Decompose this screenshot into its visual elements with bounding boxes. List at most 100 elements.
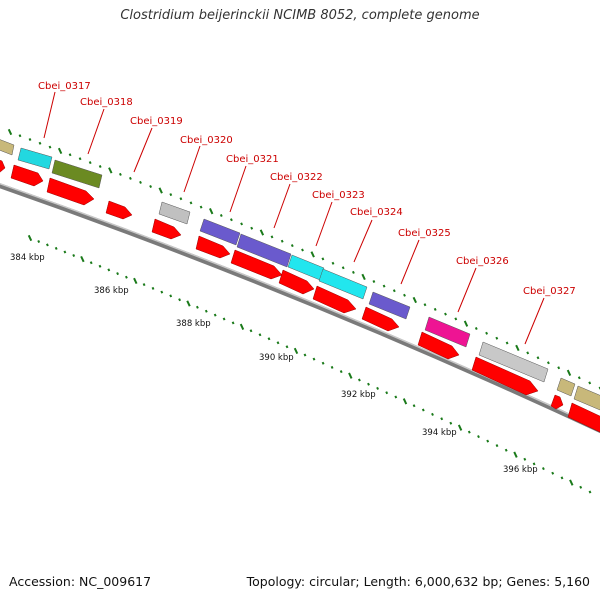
minor-tick: [526, 351, 530, 355]
minor-tick: [532, 462, 536, 466]
minor-tick: [577, 376, 581, 380]
minor-tick: [276, 341, 280, 345]
minor-tick: [557, 366, 561, 370]
major-tick: [158, 187, 163, 194]
cds-arrow: [567, 402, 600, 433]
minor-tick: [412, 404, 416, 408]
minor-tick: [45, 243, 49, 247]
minor-tick: [267, 337, 271, 341]
minor-tick: [588, 490, 592, 494]
cds-arrow: [230, 249, 283, 280]
minor-tick: [321, 361, 325, 365]
minor-tick: [160, 290, 164, 294]
gene-label: Cbei_0318: [80, 97, 133, 108]
minor-tick: [467, 430, 471, 434]
tick-row-upper: [7, 128, 600, 390]
minor-tick: [385, 391, 389, 395]
minor-tick: [280, 239, 284, 243]
minor-tick: [199, 205, 203, 209]
gene-bar: [158, 201, 191, 225]
minor-tick: [523, 457, 527, 461]
minor-tick: [485, 331, 489, 335]
cds-arrow: [417, 331, 460, 360]
gene-bars-upper: [0, 139, 600, 411]
minor-tick: [169, 193, 173, 197]
major-tick: [108, 167, 113, 174]
gene-label: Cbei_0319: [130, 116, 183, 127]
cds-arrows: [0, 159, 600, 433]
minor-tick: [382, 284, 386, 288]
gene-bar: [0, 139, 15, 156]
minor-tick: [219, 213, 223, 218]
minor-tick: [151, 286, 155, 290]
gene-label: Cbei_0327: [523, 286, 576, 297]
gene-bar: [556, 377, 576, 397]
minor-tick: [28, 137, 32, 142]
gene-label: Cbei_0320: [180, 135, 233, 146]
minor-tick: [341, 266, 345, 270]
minor-tick: [541, 467, 545, 471]
minor-tick: [270, 235, 274, 239]
minor-tick: [312, 357, 316, 361]
minor-tick: [249, 329, 253, 333]
minor-tick: [54, 246, 58, 250]
gene-bar: [573, 385, 600, 411]
minor-tick: [116, 272, 120, 276]
minor-tick: [179, 197, 183, 201]
minor-tick: [495, 444, 499, 448]
minor-tick: [78, 157, 82, 161]
major-tick: [57, 147, 63, 155]
minor-tick: [394, 395, 398, 399]
major-tick: [515, 344, 520, 352]
minor-tick: [290, 244, 294, 248]
major-tick: [513, 451, 518, 458]
minor-tick: [560, 476, 564, 480]
minor-tick: [240, 222, 244, 226]
minor-tick: [372, 279, 376, 284]
minor-tick: [431, 412, 434, 416]
major-tick: [310, 251, 315, 258]
major-tick: [27, 234, 33, 242]
minor-tick: [433, 307, 437, 311]
minor-tick: [222, 317, 226, 321]
minor-tick: [213, 313, 217, 317]
minor-tick: [250, 226, 254, 230]
minor-tick: [48, 145, 52, 149]
minor-tick: [423, 303, 427, 307]
minor-tick: [142, 283, 146, 287]
gene-label: Cbei_0317: [38, 81, 91, 92]
gene-labels: Cbei_0317 Cbei_0318 Cbei_0319 Cbei_0320 …: [38, 81, 576, 297]
major-tick: [7, 128, 13, 136]
gene-bar: [368, 291, 411, 320]
gene-bar: [424, 316, 471, 348]
minor-tick: [204, 309, 208, 313]
minor-tick: [189, 201, 193, 205]
genome-backbone: [0, 183, 600, 434]
major-tick: [133, 277, 138, 285]
minor-tick: [331, 261, 335, 265]
label-leaders: [43, 91, 545, 345]
cds-arrow: [46, 177, 95, 206]
minor-tick: [303, 353, 307, 357]
kbp-labels: 384 kbp 386 kbp 388 kbp 390 kbp 392 kbp …: [10, 253, 538, 475]
major-tick: [412, 296, 417, 304]
minor-tick: [124, 275, 128, 279]
minor-tick: [421, 408, 425, 412]
minor-tick: [367, 382, 370, 386]
minor-tick: [321, 257, 325, 261]
major-tick: [239, 323, 245, 330]
tick-label: 388 kbp: [176, 319, 211, 329]
tick-label: 386 kbp: [94, 286, 129, 296]
minor-tick: [169, 294, 173, 298]
minor-tick: [98, 164, 102, 169]
minor-tick: [474, 326, 478, 331]
minor-tick: [551, 471, 555, 475]
tick-row-lower: [27, 234, 592, 494]
major-tick: [209, 208, 214, 215]
minor-tick: [339, 370, 343, 374]
major-tick: [361, 273, 366, 281]
cds-arrow: [105, 200, 133, 220]
accession-text: Accession: NC_009617: [9, 574, 152, 589]
minor-tick: [118, 172, 122, 176]
